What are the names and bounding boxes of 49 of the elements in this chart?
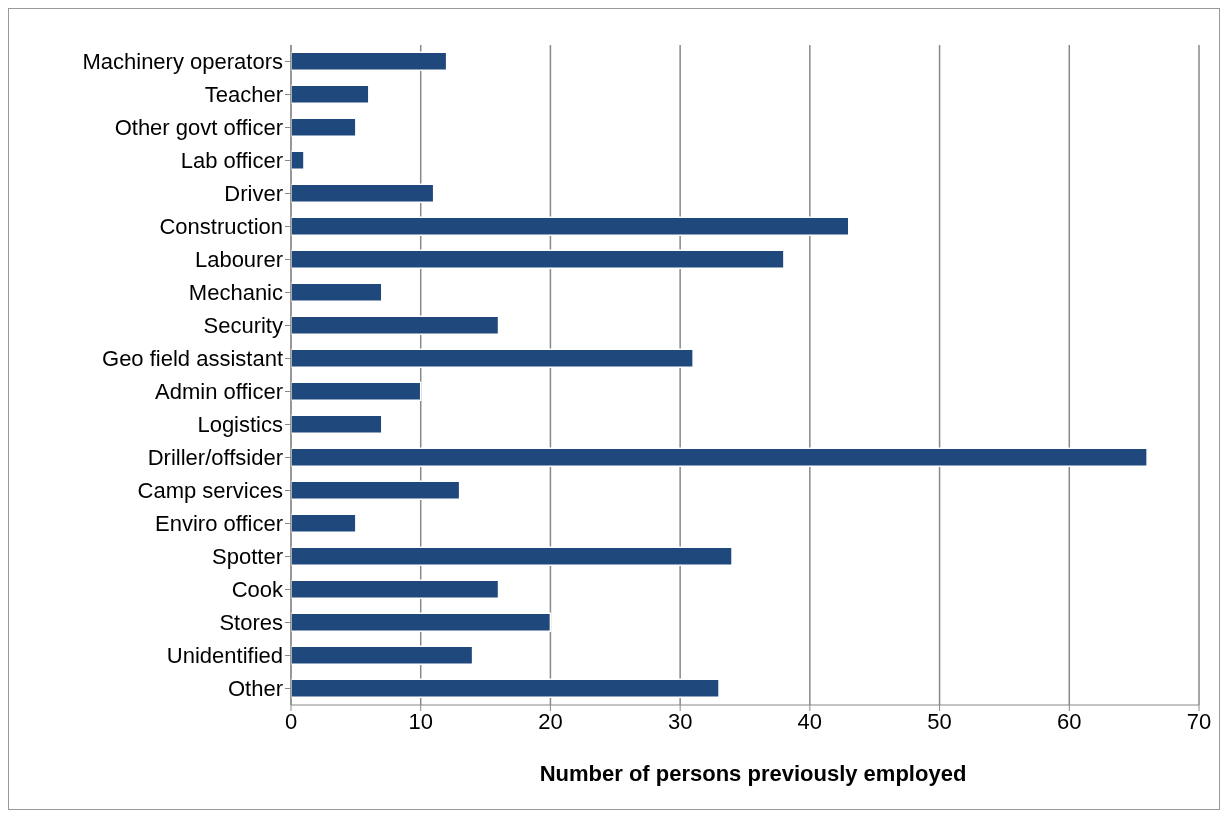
bar (291, 84, 370, 105)
x-tick-label: 60 (1057, 708, 1082, 734)
x-tick-label: 50 (927, 708, 952, 734)
y-tick-label: Stores (219, 610, 283, 636)
bar (291, 150, 305, 171)
bar (291, 513, 357, 534)
bar (291, 381, 422, 402)
x-tick-label: 30 (667, 708, 693, 734)
y-tick-label: Logistics (197, 412, 283, 438)
y-tick-label: Machinery operators (82, 49, 283, 75)
x-tick-label: 20 (538, 708, 563, 734)
y-tick-label: Cook (231, 577, 284, 603)
y-tick-label: Lab officer (180, 148, 283, 174)
y-tick-label: Mechanic (188, 280, 283, 306)
bar (291, 447, 1148, 468)
x-tick-label: 70 (1186, 708, 1212, 734)
y-tick-label: Other govt officer (114, 115, 283, 141)
y-tick-label: Teacher (204, 82, 283, 108)
bar (291, 282, 383, 303)
y-tick-label: Geo field assistant (102, 346, 283, 372)
x-tick-label: 10 (408, 708, 433, 734)
bar (291, 183, 435, 204)
bar (291, 579, 500, 600)
bar (291, 216, 850, 237)
x-tick-label: 40 (797, 708, 823, 734)
y-tick-label: Driver (224, 181, 283, 207)
bar (291, 678, 720, 699)
bar (291, 249, 785, 270)
y-tick-label: Unidentified (166, 643, 283, 669)
bar (291, 414, 383, 435)
bar (291, 315, 500, 336)
bar (291, 51, 448, 72)
y-tick-label: Labourer (194, 247, 283, 273)
y-tick-label: Other (227, 676, 283, 702)
y-tick-label: Camp services (137, 478, 283, 504)
y-tick-label: Admin officer (155, 379, 283, 405)
y-tick-label: Spotter (212, 544, 283, 570)
x-tick-label: 0 (284, 708, 298, 734)
bar (291, 348, 694, 369)
y-tick-label: Construction (159, 214, 283, 240)
bar (291, 117, 357, 138)
bar (291, 480, 461, 501)
x-axis-title: Number of persons previously employed (538, 761, 968, 787)
y-tick-label: Driller/offsider (147, 445, 283, 471)
bar (291, 645, 474, 666)
y-tick-label: Enviro officer (155, 511, 283, 537)
y-tick-label: Security (203, 313, 283, 339)
bar (291, 612, 552, 633)
bar (291, 546, 733, 567)
